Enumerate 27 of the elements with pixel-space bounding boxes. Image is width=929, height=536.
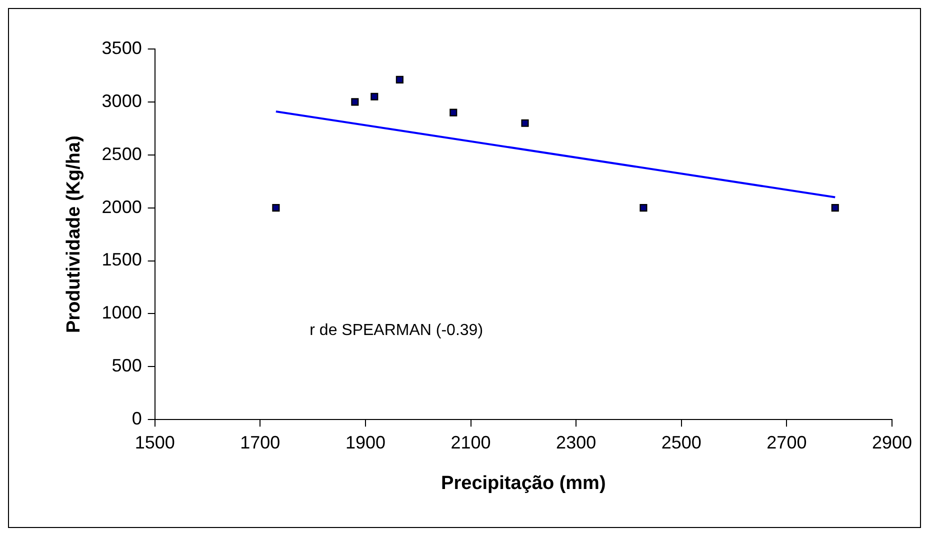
x-axis-title: Precipitação (mm) [441,472,606,494]
y-tick-label: 2500 [102,144,142,164]
point [521,119,529,127]
y-axis-title: Produtividade (Kg/ha) [64,136,85,334]
x-tick-label: 2300 [556,432,596,452]
annotation: r de SPEARMAN (-0.39) [310,322,484,340]
y-tick-label: 1000 [102,302,142,323]
point [351,98,359,106]
x-tick-label: 2100 [450,432,491,452]
y-tick-label: 3000 [102,90,142,111]
point [370,92,378,100]
x-tick-label: 2500 [661,432,702,452]
y-tick-label: 3500 [102,38,142,58]
point [396,76,404,84]
x-tick-label: 2900 [872,432,912,452]
x-tick-label: 1700 [240,432,280,452]
point [450,108,458,116]
x-tick-label: 1500 [134,432,175,452]
x-tick-label: 1900 [345,432,386,452]
y-tick-label: 0 [132,408,142,429]
y-tick-label: 2000 [102,196,142,217]
x-tick-label: 2700 [766,432,807,452]
y-tick-label: 500 [112,356,142,376]
point [272,204,280,212]
point [831,204,839,212]
point [640,204,648,212]
y-tick-label: 1500 [102,250,142,270]
